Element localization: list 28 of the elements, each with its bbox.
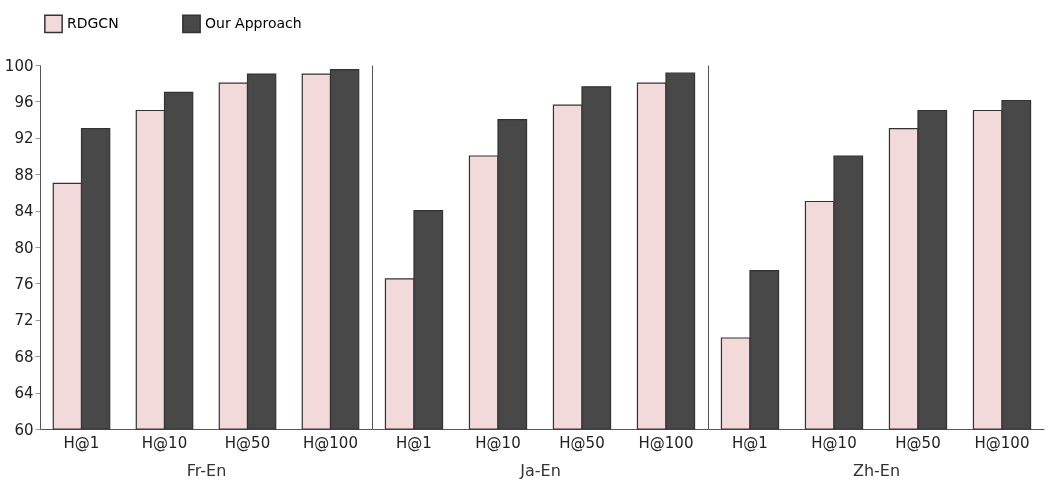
x-tick-label: H@10 xyxy=(141,433,188,452)
y-tick-label: 72 xyxy=(14,311,34,330)
y-tick-label: 84 xyxy=(14,202,34,221)
x-axis-title: Zh-En xyxy=(852,460,901,480)
y-tick-label: 96 xyxy=(14,92,34,111)
x-tick-label: H@50 xyxy=(559,433,605,452)
y-tick-label: 76 xyxy=(14,274,34,293)
y-tick-label: 64 xyxy=(14,384,34,403)
x-tick-label: H@1 xyxy=(732,433,768,452)
x-tick-label: H@1 xyxy=(63,433,100,452)
x-tick-label: H@10 xyxy=(475,433,521,452)
x-tick-label: H@1 xyxy=(396,433,432,452)
y-tick-label: 60 xyxy=(14,420,34,439)
y-tick-label: 80 xyxy=(14,238,34,257)
x-tick-label: H@100 xyxy=(638,433,694,452)
x-axis-title: Ja-En xyxy=(519,460,561,480)
x-tick-label: H@50 xyxy=(895,433,941,452)
legend-label: Our Approach xyxy=(205,14,302,31)
x-tick-label: H@50 xyxy=(224,433,271,452)
x-tick-label: H@100 xyxy=(974,433,1030,452)
y-tick-label: 100 xyxy=(4,56,34,75)
y-tick-label: 88 xyxy=(14,165,34,184)
y-tick-label: 68 xyxy=(14,347,34,366)
y-tick-label: 92 xyxy=(14,129,34,148)
x-tick-label: H@100 xyxy=(303,433,358,452)
legend-label: RDGCN xyxy=(67,14,119,31)
x-tick-label: H@10 xyxy=(811,433,857,452)
x-axis-title: Fr-En xyxy=(186,460,227,480)
